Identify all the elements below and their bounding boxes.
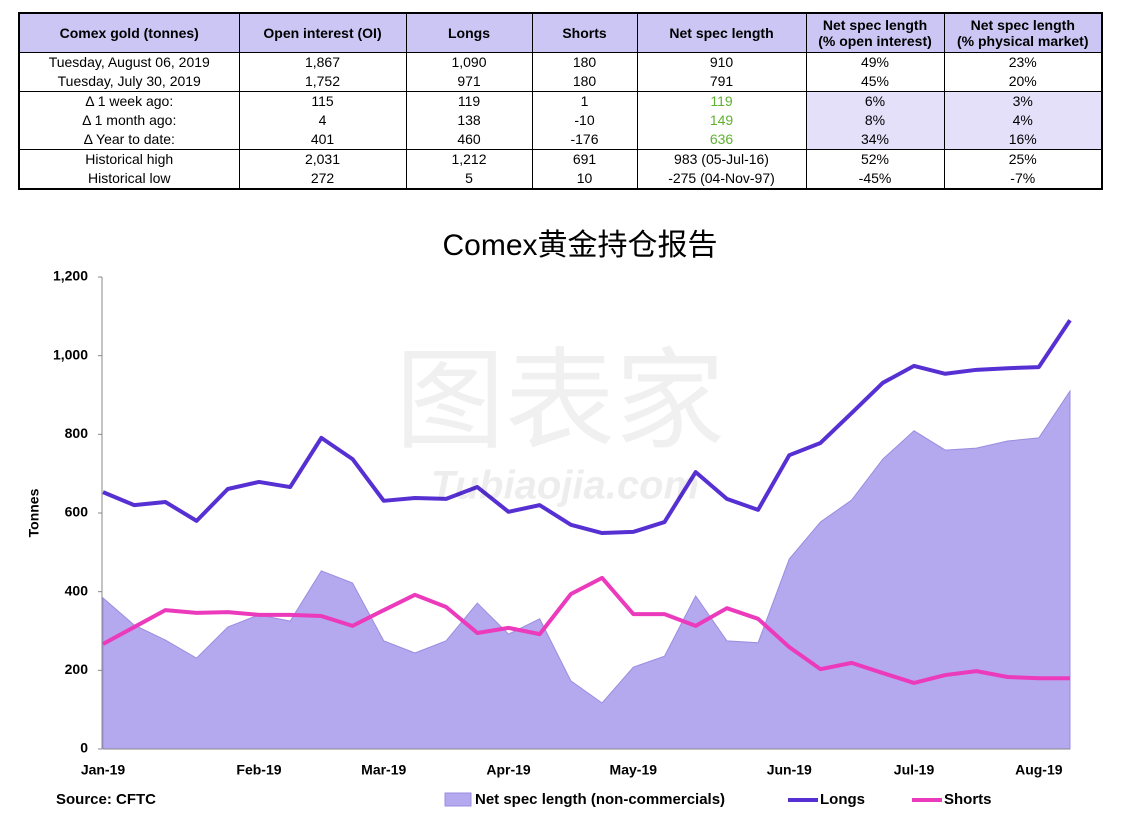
- column-header: Net spec length: [636, 12, 807, 53]
- table-cell: 1,867: [238, 52, 407, 72]
- table-cell: 8%: [805, 111, 945, 130]
- x-tick-label: Mar-19: [361, 762, 406, 778]
- x-tick-label: Feb-19: [236, 762, 281, 778]
- y-tick-label: 400: [65, 582, 89, 598]
- table-cell: 115: [238, 91, 407, 111]
- table-cell: -10: [531, 111, 638, 130]
- table-cell: -176: [531, 130, 638, 150]
- column-header: Net spec length (% physical market): [943, 12, 1103, 53]
- column-header: Open interest (OI): [238, 12, 407, 53]
- table-cell: 16%: [943, 130, 1103, 150]
- legend-label: Longs: [820, 791, 865, 808]
- header-row: Comex gold (tonnes) Open interest (OI) Lon…: [18, 12, 1103, 53]
- table-cell: 20%: [943, 72, 1103, 92]
- table-cell: 691: [531, 149, 638, 169]
- table-row: Δ 1 month ago: 4 138 -10 149 8% 4%: [18, 111, 1103, 130]
- table-cell: 401: [238, 130, 407, 150]
- table-cell: -45%: [805, 169, 945, 189]
- table-row: Tuesday, August 06, 2019 1,867 1,090 180 910…: [18, 52, 1103, 72]
- legend-label: Net spec length (non-commercials): [475, 791, 725, 808]
- table-cell: 3%: [943, 91, 1103, 111]
- table-cell: 25%: [943, 149, 1103, 169]
- table-cell: 4%: [943, 111, 1103, 130]
- table-row: Δ Year to date: 401 460 -176 636 34% 16%: [18, 130, 1103, 150]
- y-tick-label: 200: [65, 661, 89, 677]
- x-tick-label: May-19: [610, 762, 658, 778]
- y-axis-label: Tonnes: [26, 488, 42, 537]
- table-cell: 34%: [805, 130, 945, 150]
- y-tick-label: 1,200: [53, 268, 88, 284]
- x-tick-label: Apr-19: [486, 762, 531, 778]
- area: [102, 389, 1071, 750]
- legend-swatch: [444, 792, 472, 807]
- table-cell: 180: [531, 72, 638, 92]
- column-header: Net spec length (% open interest): [805, 12, 945, 53]
- table-cell: 1: [531, 91, 638, 111]
- table-cell: 910: [636, 52, 807, 72]
- table-cell: 2,031: [238, 149, 407, 169]
- x-tick-label: Jan-19: [81, 762, 126, 778]
- x-tick-label: Aug-19: [1015, 762, 1063, 778]
- table-cell: 636: [636, 130, 807, 150]
- table-cell: 1,212: [405, 149, 533, 169]
- table-cell: 983 (05-Jul-16): [636, 149, 807, 169]
- legend-label: Shorts: [944, 791, 992, 808]
- table-cell: 5: [405, 169, 533, 189]
- table-cell: 119: [636, 91, 807, 111]
- table-cell: 4: [238, 111, 407, 130]
- data-table: Comex gold (tonnes) Open interest (OI) Lon…: [18, 12, 1103, 190]
- y-tick-label: 1,000: [53, 346, 88, 362]
- watermark: 图表家: [395, 340, 725, 463]
- table-cell: -7%: [943, 169, 1103, 189]
- table-cell: Tuesday, August 06, 2019: [18, 52, 240, 72]
- table-cell: 180: [531, 52, 638, 72]
- x-tick-label: Jul-19: [894, 762, 935, 778]
- table-cell: 119: [405, 91, 533, 111]
- y-tick-label: 0: [80, 740, 88, 756]
- table-row: Δ 1 week ago: 115 119 1 119 6% 3%: [18, 91, 1103, 111]
- table-cell: 52%: [805, 149, 945, 169]
- table-cell: Tuesday, July 30, 2019: [18, 72, 240, 92]
- table-row: Tuesday, July 30, 2019 1,752 971 180 791 45% 2…: [18, 72, 1103, 92]
- line: [102, 575, 1070, 685]
- table-row: Historical low 272 5 10 -275 (04-Nov-97) -45%…: [18, 169, 1103, 189]
- y-tick-label: 600: [65, 504, 89, 520]
- table-cell: Historical high: [18, 149, 240, 169]
- table-cell: 272: [238, 169, 407, 189]
- x-tick-label: Jun-19: [767, 762, 812, 778]
- table-row: Historical high 2,031 1,212 691 983 (05-Jul-…: [18, 149, 1103, 169]
- table-cell: 149: [636, 111, 807, 130]
- table-cell: Δ 1 week ago:: [18, 91, 240, 111]
- table-cell: 971: [405, 72, 533, 92]
- table-cell: -275 (04-Nov-97): [636, 169, 807, 189]
- watermark: Tubiaojia.com: [431, 464, 699, 508]
- table-cell: Δ Year to date:: [18, 130, 240, 150]
- table-cell: 791: [636, 72, 807, 92]
- table-cell: 10: [531, 169, 638, 189]
- table-cell: 460: [405, 130, 533, 150]
- table-cell: 49%: [805, 52, 945, 72]
- table-cell: 6%: [805, 91, 945, 111]
- chart-title: Comex黄金持仓报告: [442, 229, 717, 262]
- table-cell: Historical low: [18, 169, 240, 189]
- column-header: Comex gold (tonnes): [18, 12, 240, 53]
- table-cell: 138: [405, 111, 533, 130]
- table-cell: 1,090: [405, 52, 533, 72]
- table-cell: 23%: [943, 52, 1103, 72]
- line: [102, 319, 1072, 536]
- table-cell: 45%: [805, 72, 945, 92]
- table-cell: Δ 1 month ago:: [18, 111, 240, 130]
- column-header: Longs: [405, 12, 533, 53]
- y-tick-label: 800: [65, 425, 89, 441]
- table-cell: 1,752: [238, 72, 407, 92]
- column-header: Shorts: [531, 12, 638, 53]
- source: Source: CFTC: [56, 791, 156, 808]
